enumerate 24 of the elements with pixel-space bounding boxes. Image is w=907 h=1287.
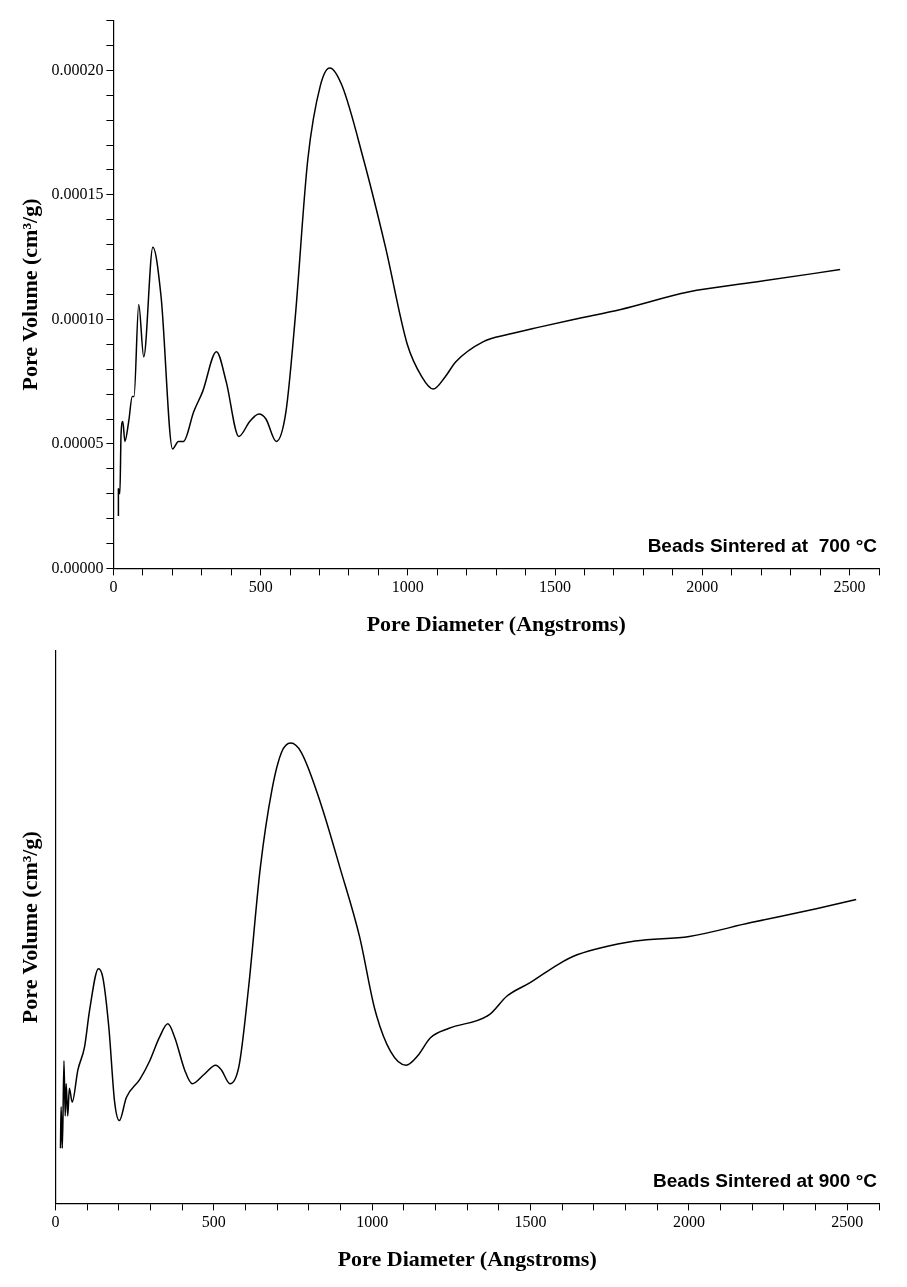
x-tick-label: 2500: [831, 1213, 864, 1231]
y-tick-label: 0.00005: [51, 434, 104, 452]
x-tick-label: 1000: [356, 1213, 389, 1231]
line-series: [117, 67, 841, 517]
y-axis-title: Pore Volume (cm³/g): [16, 198, 42, 391]
y-axis-title: Pore Volume (cm³/g): [16, 831, 42, 1024]
y-tick-label: 0.00000: [51, 558, 104, 576]
x-tick-label: 2000: [686, 578, 719, 596]
x-tick-label: 500: [201, 1213, 226, 1231]
annotation: Beads Sintered at 700 °C: [647, 535, 878, 557]
x-axis-title: Pore Diameter (Angstroms): [337, 1246, 597, 1272]
y-tick-label: 0.00020: [51, 60, 104, 78]
x-axis-title: Pore Diameter (Angstroms): [366, 611, 626, 637]
y-tick-label: 0.00010: [51, 309, 104, 327]
x-tick-label: 500: [248, 578, 273, 596]
x-tick-label: 0: [109, 578, 118, 596]
y-tick-label: 0.00015: [51, 185, 104, 203]
annotation: Beads Sintered at 900 °C: [652, 1170, 878, 1192]
x-tick-label: 2000: [672, 1213, 705, 1231]
x-tick-label: 1000: [391, 578, 424, 596]
x-tick-label: 0: [51, 1213, 60, 1231]
x-tick-label: 2500: [833, 578, 866, 596]
x-tick-label: 1500: [514, 1213, 547, 1231]
x-tick-label: 1500: [539, 578, 572, 596]
